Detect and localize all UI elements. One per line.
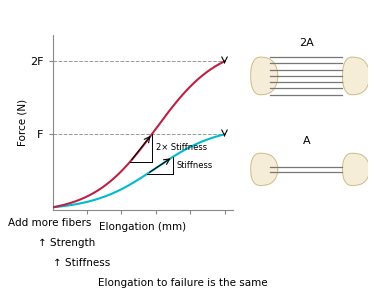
X-axis label: Elongation (mm): Elongation (mm): [99, 222, 186, 232]
Text: A: A: [303, 136, 310, 146]
Y-axis label: Force (N): Force (N): [17, 99, 27, 146]
Text: Elongation to failure is the same: Elongation to failure is the same: [98, 278, 267, 288]
Polygon shape: [251, 153, 278, 185]
Polygon shape: [343, 57, 370, 95]
Text: Stiffness: Stiffness: [176, 161, 213, 170]
Text: ↑ Strength: ↑ Strength: [38, 238, 95, 248]
Text: 2× Stiffness: 2× Stiffness: [156, 143, 207, 152]
Text: Add more fibers: Add more fibers: [8, 218, 91, 227]
Polygon shape: [251, 57, 278, 95]
Text: 2A: 2A: [299, 38, 314, 48]
Text: ↑ Stiffness: ↑ Stiffness: [53, 258, 110, 268]
Polygon shape: [343, 153, 370, 185]
